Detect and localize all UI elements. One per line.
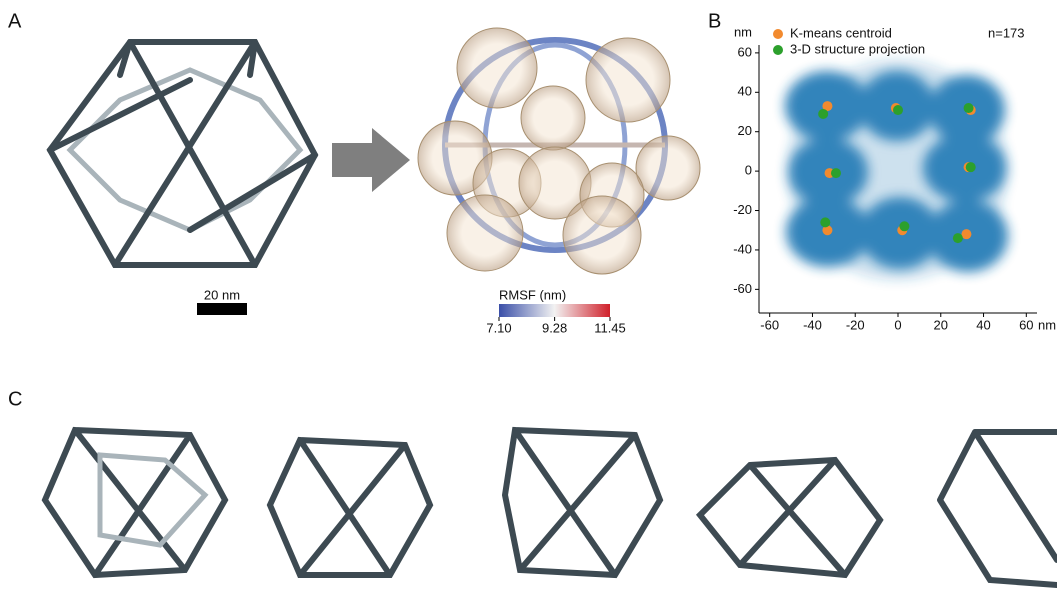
legend-label: 3-D structure projection: [790, 41, 925, 56]
x-tick-label: -40: [803, 317, 822, 332]
y-tick-label: 40: [738, 84, 752, 99]
x-tick-label: -20: [846, 317, 865, 332]
y-tick-label: -40: [733, 241, 752, 256]
panel-label: C: [8, 388, 22, 410]
point: [831, 168, 841, 178]
cage-structure: [50, 42, 315, 265]
point: [961, 229, 971, 239]
y-tick-label: 20: [738, 123, 752, 138]
scale-bar-label: 20 nm: [204, 287, 240, 302]
point: [953, 233, 963, 243]
cage-conformations: [45, 430, 1057, 585]
point: [899, 221, 909, 231]
x-tick-label: 0: [894, 317, 901, 332]
legend-marker: [773, 45, 783, 55]
y-tick-label: -60: [733, 281, 752, 296]
colorbar: [499, 304, 610, 317]
x-tick-label: -60: [760, 317, 779, 332]
colorbar-title: RMSF (nm): [499, 287, 566, 302]
y-tick-label: -20: [733, 202, 752, 217]
colorbar-tick-label: 7.10: [486, 320, 511, 335]
x-tick-label: 20: [934, 317, 948, 332]
panel-label: B: [708, 10, 721, 32]
figure: A B C 20 nm RMSF (nm) 7.10 9.28 11.45 -60 -…: [0, 0, 1057, 591]
x-tick-label: 60: [1019, 317, 1033, 332]
arrow: [332, 128, 410, 192]
colorbar-tick-label: 11.45: [594, 320, 626, 335]
y-tick-label: 60: [738, 44, 752, 59]
y-tick-label: 0: [745, 163, 752, 178]
y-unit: nm: [734, 24, 752, 39]
point: [820, 217, 830, 227]
scale-bar: [197, 303, 247, 315]
colorbar-tick-label: 9.28: [542, 320, 567, 335]
panel-label: A: [8, 10, 22, 32]
x-tick-label: 40: [976, 317, 990, 332]
legend-marker: [773, 29, 783, 39]
point: [893, 105, 903, 115]
point: [964, 103, 974, 113]
point: [818, 109, 828, 119]
annotation: n=173: [988, 25, 1025, 40]
point: [966, 162, 976, 172]
rmsf-structure: [418, 28, 700, 274]
legend-label: K-means centroid: [790, 25, 892, 40]
x-unit: nm: [1038, 317, 1056, 332]
